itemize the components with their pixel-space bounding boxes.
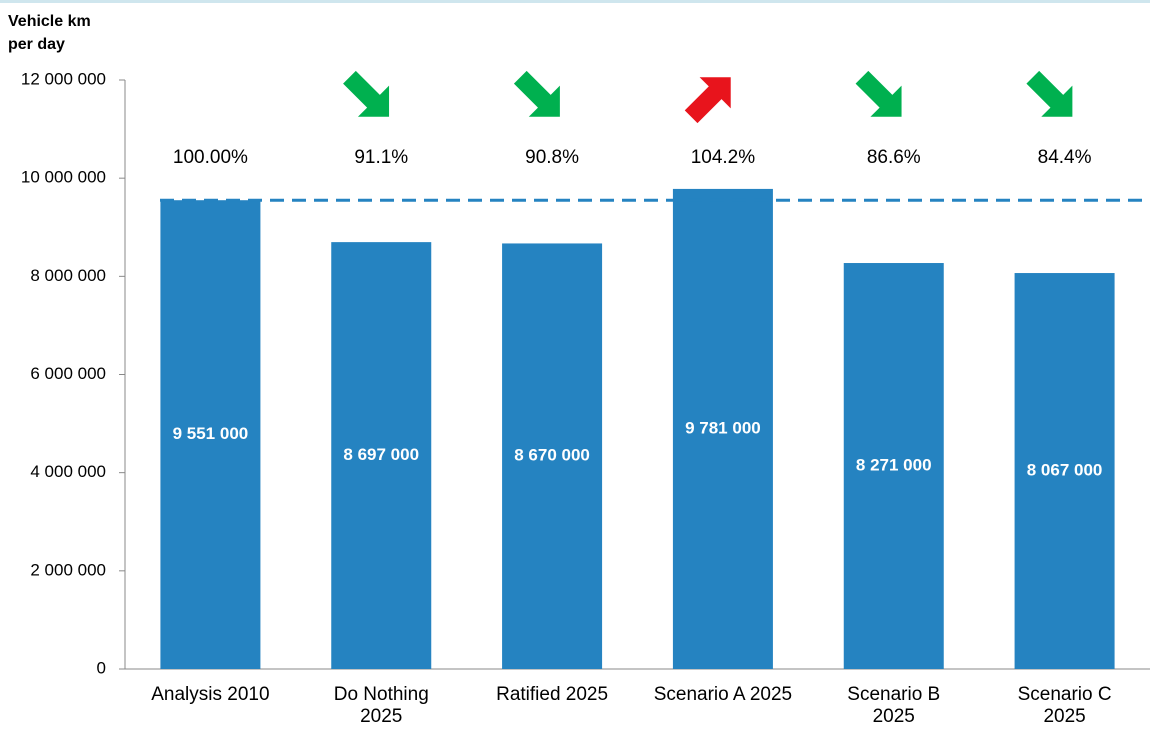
bar xyxy=(331,242,432,669)
percent-annotation: 104.2% xyxy=(691,147,756,168)
y-tick-label: 10 000 000 xyxy=(21,168,106,187)
trend-arrow xyxy=(855,70,902,117)
y-tick-label: 12 000 000 xyxy=(21,69,106,88)
top-strip xyxy=(0,0,1150,3)
trend-arrow xyxy=(684,77,731,124)
bar xyxy=(672,188,773,669)
trend-arrow xyxy=(343,70,390,117)
x-tick-label: Scenario B 2025 xyxy=(847,684,941,727)
value-label: 9 781 000 xyxy=(685,418,761,437)
percent-annotation: 90.8% xyxy=(525,147,579,168)
bar xyxy=(502,243,603,669)
y-tick-label: 4 000 000 xyxy=(30,462,106,481)
x-tick-label: Do Nothing 2025 xyxy=(333,684,429,727)
x-tick-label: Scenario C 2025 xyxy=(1017,684,1112,727)
value-label: 8 697 000 xyxy=(343,445,419,464)
percent-annotation: 100.00% xyxy=(173,147,248,168)
y-tick-label: 2 000 000 xyxy=(30,560,106,579)
bar xyxy=(1014,273,1115,669)
trend-arrow xyxy=(1026,70,1073,117)
y-tick-label: 8 000 000 xyxy=(30,266,106,285)
y-tick-label: 6 000 000 xyxy=(30,364,106,383)
x-tick-label: Ratified 2025 xyxy=(496,684,609,705)
trend-arrow xyxy=(513,70,560,117)
value-label: 8 670 000 xyxy=(514,446,590,465)
x-tick-label: Analysis 2010 xyxy=(151,684,270,705)
y-tick-label: 0 xyxy=(97,658,106,677)
percent-annotation: 91.1% xyxy=(354,147,408,168)
value-label: 8 067 000 xyxy=(1027,461,1103,480)
percent-annotation: 86.6% xyxy=(867,147,921,168)
bar xyxy=(160,200,261,669)
y-axis-label: Vehicle km xyxy=(8,13,91,30)
percent-annotation: 84.4% xyxy=(1038,147,1092,168)
value-label: 8 271 000 xyxy=(856,456,932,475)
value-label: 9 551 000 xyxy=(173,424,249,443)
bar xyxy=(843,263,944,669)
y-axis-label: per day xyxy=(8,36,65,53)
x-tick-label: Scenario A 2025 xyxy=(653,684,793,705)
